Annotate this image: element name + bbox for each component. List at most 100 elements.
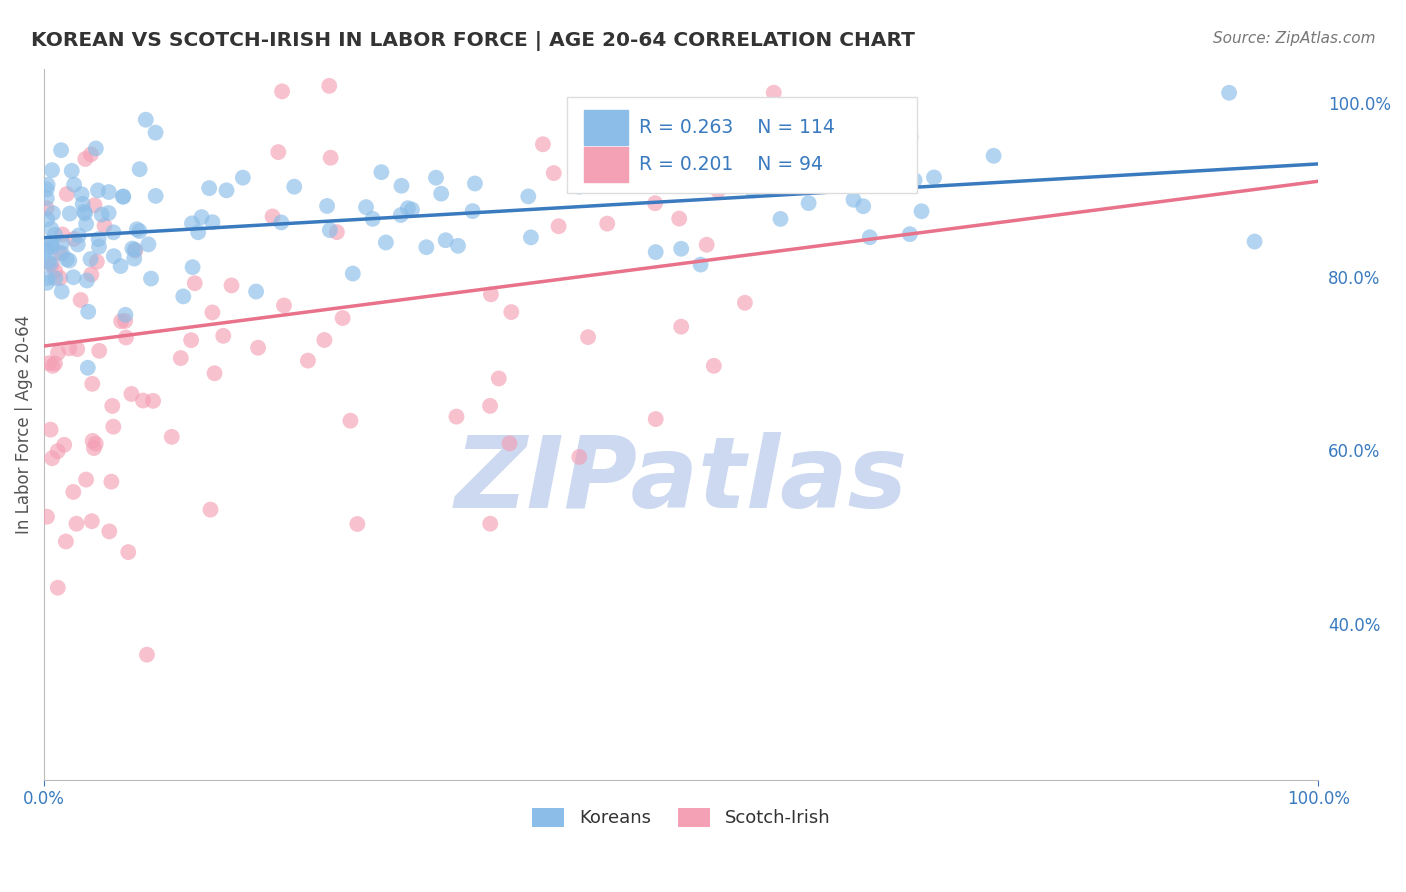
Koreans	[103, 225, 125, 239]
Scotch-Irish	[339, 414, 361, 428]
Koreans	[741, 183, 763, 197]
Koreans	[922, 170, 945, 185]
Koreans	[464, 177, 486, 191]
Scotch-Irish	[56, 187, 79, 202]
Koreans	[145, 126, 167, 140]
Koreans	[852, 199, 875, 213]
Scotch-Irish	[479, 399, 502, 413]
Scotch-Irish	[446, 409, 468, 424]
Scotch-Irish	[124, 244, 146, 258]
Scotch-Irish	[644, 196, 666, 211]
Koreans	[39, 222, 62, 236]
Koreans	[37, 240, 59, 254]
Koreans	[128, 162, 150, 177]
Scotch-Irish	[44, 356, 66, 370]
FancyBboxPatch shape	[585, 111, 627, 145]
Scotch-Irish	[110, 314, 132, 328]
Koreans	[135, 112, 157, 127]
Koreans	[114, 308, 136, 322]
Scotch-Irish	[65, 516, 87, 531]
Koreans	[769, 211, 792, 226]
FancyBboxPatch shape	[567, 97, 917, 193]
Koreans	[316, 199, 339, 213]
Koreans	[319, 223, 342, 237]
Koreans	[391, 178, 413, 193]
Scotch-Irish	[49, 246, 72, 260]
Koreans	[139, 271, 162, 285]
Koreans	[370, 165, 392, 179]
Koreans	[181, 216, 204, 230]
Koreans	[41, 237, 63, 252]
Scotch-Irish	[86, 254, 108, 268]
Scotch-Irish	[568, 450, 591, 464]
Koreans	[37, 178, 59, 192]
Legend: Koreans, Scotch-Irish: Koreans, Scotch-Irish	[524, 801, 838, 835]
Koreans	[415, 240, 437, 254]
Text: R = 0.201    N = 94: R = 0.201 N = 94	[640, 155, 823, 174]
Koreans	[37, 212, 59, 227]
Scotch-Irish	[212, 328, 235, 343]
Scotch-Irish	[115, 330, 138, 344]
Koreans	[1243, 235, 1265, 249]
Scotch-Irish	[531, 137, 554, 152]
Koreans	[232, 170, 254, 185]
Koreans	[1218, 86, 1240, 100]
Koreans	[741, 139, 763, 153]
Scotch-Irish	[696, 237, 718, 252]
Koreans	[898, 227, 921, 242]
Scotch-Irish	[83, 198, 105, 212]
Scotch-Irish	[41, 359, 63, 373]
Scotch-Irish	[332, 311, 354, 326]
Scotch-Irish	[271, 84, 294, 98]
Koreans	[900, 130, 922, 145]
FancyBboxPatch shape	[585, 147, 627, 182]
Scotch-Irish	[488, 371, 510, 385]
Koreans	[60, 164, 83, 178]
Text: Source: ZipAtlas.com: Source: ZipAtlas.com	[1212, 31, 1375, 46]
Koreans	[430, 186, 453, 201]
Koreans	[73, 206, 96, 220]
Scotch-Irish	[75, 152, 97, 166]
Scotch-Irish	[103, 419, 125, 434]
Scotch-Irish	[326, 225, 349, 239]
Scotch-Irish	[136, 648, 159, 662]
Koreans	[859, 230, 882, 244]
Koreans	[270, 215, 292, 229]
Scotch-Irish	[41, 451, 63, 466]
Koreans	[201, 215, 224, 229]
Scotch-Irish	[273, 298, 295, 312]
Koreans	[35, 182, 58, 196]
Koreans	[122, 252, 145, 266]
Scotch-Irish	[319, 151, 342, 165]
Koreans	[75, 217, 97, 231]
Scotch-Irish	[100, 475, 122, 489]
Koreans	[35, 276, 58, 290]
Koreans	[37, 254, 59, 268]
Koreans	[44, 271, 66, 285]
Scotch-Irish	[46, 444, 69, 458]
Scotch-Irish	[35, 201, 58, 215]
Scotch-Irish	[669, 319, 692, 334]
Scotch-Irish	[41, 258, 63, 272]
Koreans	[35, 191, 58, 205]
Koreans	[35, 243, 58, 257]
Koreans	[62, 270, 84, 285]
Koreans	[76, 360, 98, 375]
Scotch-Irish	[46, 346, 69, 360]
Scotch-Irish	[200, 502, 222, 516]
Koreans	[103, 249, 125, 263]
Koreans	[145, 189, 167, 203]
Koreans	[79, 252, 101, 266]
Scotch-Irish	[201, 305, 224, 319]
Scotch-Irish	[58, 341, 80, 355]
Text: KOREAN VS SCOTCH-IRISH IN LABOR FORCE | AGE 20-64 CORRELATION CHART: KOREAN VS SCOTCH-IRISH IN LABOR FORCE | …	[31, 31, 915, 51]
Koreans	[181, 260, 204, 275]
Scotch-Irish	[142, 393, 165, 408]
Koreans	[66, 237, 89, 252]
Scotch-Irish	[117, 545, 139, 559]
Koreans	[517, 189, 540, 203]
Koreans	[87, 232, 110, 246]
Scotch-Irish	[114, 314, 136, 328]
Scotch-Irish	[221, 278, 243, 293]
Scotch-Irish	[82, 376, 104, 391]
